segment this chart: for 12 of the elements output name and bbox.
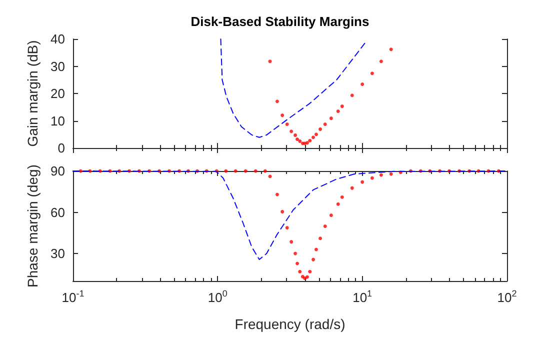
y-tick-label: 0 [58,140,65,156]
y-tick-label: 30 [50,58,65,74]
y-tick-label: 10 [50,113,65,128]
y-tick-label: 30 [50,246,65,261]
y-tick-label: 60 [50,204,65,220]
chart-title: Disk-Based Stability Margins [190,14,370,29]
y-axis-title: Gain margin (dB) [24,40,41,147]
y-tick-label: 40 [50,32,65,46]
y-tick-label: 90 [50,164,65,178]
x-axis-title: Frequency (rad/s) [234,316,346,332]
y-tick-label: 20 [50,86,65,101]
y-axis-title: Phase margin (deg) [24,164,41,288]
